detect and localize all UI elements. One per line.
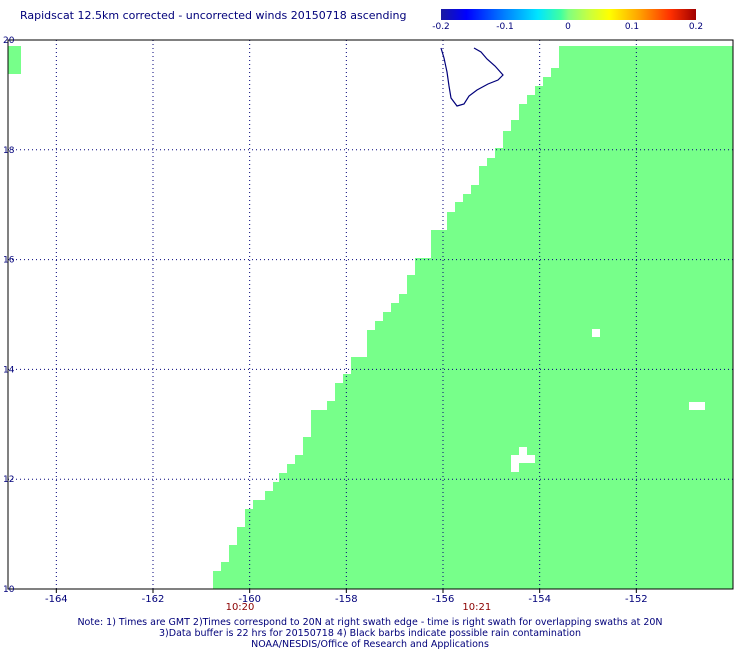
swath-coverage-corner (8, 46, 21, 74)
x-axis-ticks: -164-162-160-158-156-154-152-15 (45, 589, 648, 605)
hawaii-coastline (440, 47, 504, 107)
x-tick-label: -164 (45, 594, 68, 605)
x-tick-label: -160 (238, 594, 261, 605)
y-axis-ticks: 10 12 14 16 18 20 (3, 36, 15, 595)
time-label: 10:20 (226, 602, 255, 613)
colorbar-tick: -0.1 (496, 22, 514, 32)
colorbar-tick: 0.2 (688, 22, 704, 32)
colorbar-tick: 0 (565, 22, 571, 32)
no-data-gap (511, 455, 519, 472)
time-label: 10:21 (462, 602, 491, 613)
no-data-gap (592, 329, 600, 337)
plot-frame (7, 39, 734, 590)
y-tick-label: 12 (3, 475, 14, 485)
y-tick-label: 20 (3, 36, 15, 46)
colorbar (441, 9, 696, 20)
note-line-1: Note: 1) Times are GMT 2)Times correspon… (77, 617, 663, 628)
swath-coverage (213, 46, 733, 589)
no-data-gap (519, 455, 535, 463)
chart-title: Rapidscat 12.5km corrected - uncorrected… (20, 9, 407, 22)
no-data-gap (519, 447, 527, 457)
colorbar-tick: 0.1 (624, 22, 640, 32)
x-tick-label: -152 (625, 594, 648, 605)
x-tick-label: -158 (335, 594, 358, 605)
note-line-3: NOAA/NESDIS/Office of Research and Appli… (251, 639, 489, 650)
y-tick-label: 10 (3, 585, 15, 595)
gridlines (8, 40, 733, 589)
swath-layer (8, 46, 733, 589)
time-labels: 10:20 10:21 (226, 602, 492, 613)
x-tick-label: -156 (432, 594, 455, 605)
no-data-gap (689, 402, 705, 410)
x-tick-label: -154 (528, 594, 551, 605)
y-tick-label: 14 (3, 365, 15, 375)
note-line-2: 3)Data buffer is 22 hrs for 20150718 4) … (159, 628, 581, 639)
colorbar-tick: -0.2 (432, 22, 450, 32)
y-tick-label: 16 (3, 256, 15, 266)
y-tick-label: 18 (3, 146, 15, 156)
x-tick-label: -162 (142, 594, 165, 605)
